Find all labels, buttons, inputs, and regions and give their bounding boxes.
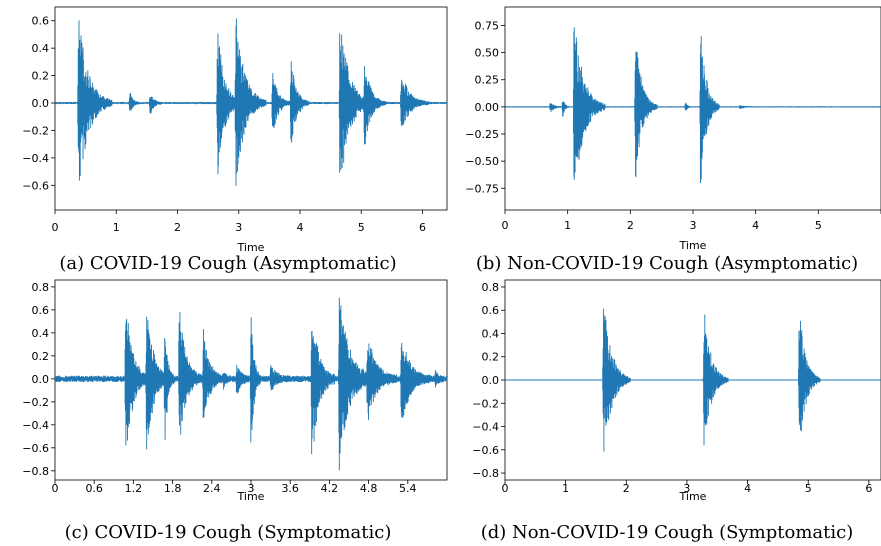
x-tick-label: 4.2 (321, 482, 339, 495)
y-tick-label: −0.2 (472, 397, 499, 410)
x-axis-title: Time (679, 490, 707, 503)
y-tick-label: 0.6 (32, 304, 50, 317)
y-tick-label: 0.0 (482, 374, 500, 387)
x-tick-label: 5 (815, 219, 822, 232)
x-tick-label: 1 (113, 221, 120, 234)
x-tick-label: 3 (248, 482, 255, 495)
y-tick-label: 0.2 (32, 70, 50, 83)
y-tick-label: −0.8 (22, 465, 49, 478)
x-tick-label: 3 (690, 219, 697, 232)
x-tick-label: 4 (744, 482, 751, 495)
subplot-b: −0.75 −0.50 −0.25 0.00 0.25 0.50 0.75 0 1 2 3 4 5 Tim… (465, 6, 881, 274)
x-tick-label: 1.2 (125, 482, 143, 495)
waveform-a (55, 18, 447, 186)
caption-b: (b) Non-COVID-19 Cough (Asymptomatic) (476, 253, 858, 274)
plot-frame-a (54, 6, 448, 211)
x-tick-label: 1 (562, 482, 569, 495)
y-tick-label: −0.8 (472, 467, 499, 480)
y-tick-label: −0.2 (22, 396, 49, 409)
y-tick-label: 0.25 (475, 74, 500, 87)
x-axis-title: Time (237, 490, 265, 503)
x-tick-label: 5 (805, 482, 812, 495)
x-tick-label: 0 (502, 482, 509, 495)
y-tick-label: 0.75 (475, 19, 500, 32)
y-tick-label: 0.4 (32, 42, 50, 55)
x-tick-label: 6 (865, 482, 872, 495)
y-tick-label: −0.6 (472, 444, 499, 457)
subplot-c: −0.8 −0.6 −0.4 −0.2 0.0 0.2 0.4 0.6 0.8 0 0.6 1.2 1.… (22, 279, 448, 543)
x-tick-label: 5.4 (399, 482, 417, 495)
y-tick-label: −0.2 (22, 124, 49, 137)
y-tick-label: 0.0 (32, 373, 50, 386)
x-tick-label: 2 (627, 219, 634, 232)
subplot-a: −0.6 −0.4 −0.2 0.0 0.2 0.4 0.6 0 1 2 3 4 5 6 Time (a) … (22, 6, 448, 274)
y-tick-label: −0.4 (22, 152, 49, 165)
x-tick-label: 0 (52, 482, 59, 495)
y-tick-label: −0.6 (22, 442, 49, 455)
x-tick-label: 3 (683, 482, 690, 495)
y-tick-label: 0.50 (475, 47, 500, 60)
waveform-b (505, 27, 881, 184)
y-tick-label: −0.4 (22, 419, 49, 432)
y-tick-label: 0.8 (482, 281, 500, 294)
y-tick-label: 0.8 (32, 281, 50, 294)
x-tick-label: 1.8 (164, 482, 182, 495)
y-tick-label: 0.0 (32, 97, 50, 110)
y-tick-label: 0.6 (32, 15, 50, 28)
y-tick-label: −0.4 (472, 421, 499, 434)
caption-d: (d) Non-COVID-19 Cough (Symptomatic) (481, 522, 853, 543)
x-axis-title: Time (679, 239, 707, 252)
y-tick-label: 0.6 (482, 304, 500, 317)
x-tick-label: 2.4 (203, 482, 221, 495)
x-tick-label: 4 (752, 219, 759, 232)
y-tick-label: 0.4 (32, 327, 50, 340)
x-tick-label: 1 (564, 219, 571, 232)
x-tick-label: 3.6 (281, 482, 299, 495)
plot-frame-b (504, 6, 881, 211)
x-tick-label: 4 (297, 221, 304, 234)
x-tick-label: 4.8 (360, 482, 378, 495)
x-axis-title: Time (237, 241, 265, 254)
y-tick-label: −0.50 (465, 155, 499, 168)
subplot-d: −0.8 −0.6 −0.4 −0.2 0.0 0.2 0.4 0.6 0.8 0 1 2 3 4 5 6 Ti… (472, 279, 881, 543)
y-tick-label: 0.00 (475, 101, 500, 114)
y-tick-label: −0.75 (465, 182, 499, 195)
x-tick-label: 2 (174, 221, 181, 234)
x-tick-label: 6 (419, 221, 426, 234)
y-tick-label: 0.4 (482, 327, 500, 340)
x-tick-label: 5 (358, 221, 365, 234)
y-tick-label: 0.2 (32, 350, 50, 363)
x-tick-label: 0 (502, 219, 509, 232)
y-tick-label: −0.25 (465, 128, 499, 141)
x-tick-label: 3 (235, 221, 242, 234)
x-tick-label: 0.6 (85, 482, 103, 495)
waveform-c (55, 297, 447, 471)
x-tick-label: 0 (52, 221, 59, 234)
x-tick-label: 2 (623, 482, 630, 495)
y-tick-label: −0.6 (22, 179, 49, 192)
caption-a: (a) COVID-19 Cough (Asymptomatic) (59, 253, 396, 274)
y-tick-label: 0.2 (482, 351, 500, 364)
caption-c: (c) COVID-19 Cough (Symptomatic) (65, 522, 392, 543)
